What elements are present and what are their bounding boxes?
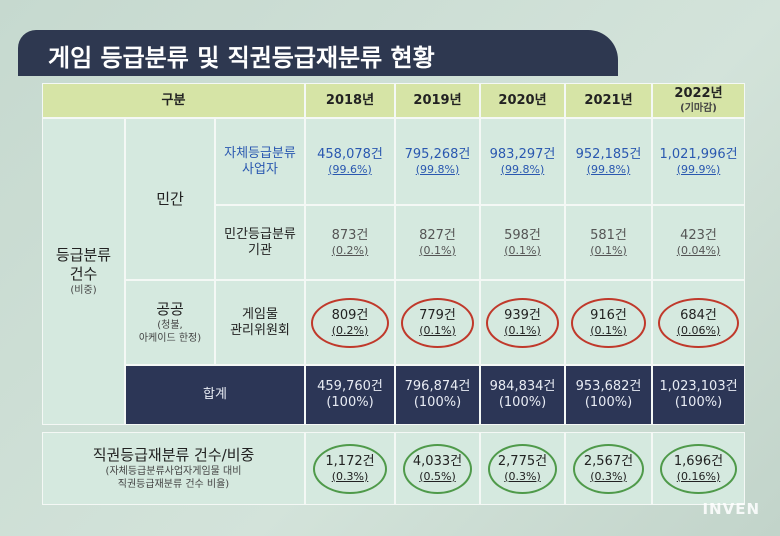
group-cell: 등급분류 건수 (비중) bbox=[42, 118, 125, 425]
value-cell: 1,021,996건 (99.9%) bbox=[652, 118, 745, 205]
share: (99.8%) bbox=[500, 162, 545, 176]
header-label: 구분 bbox=[161, 92, 186, 108]
watermark: INVEN bbox=[702, 500, 760, 518]
private-label: 민간 bbox=[156, 189, 184, 208]
highlight-oval bbox=[658, 298, 739, 348]
share: (0.1%) bbox=[504, 243, 541, 257]
private-cell: 민간 bbox=[125, 118, 215, 280]
year-label: 2022년 bbox=[674, 86, 723, 101]
highlight-oval bbox=[403, 444, 472, 494]
value-cell: 423건 (0.04%) bbox=[652, 205, 745, 280]
year-label: 2020년 bbox=[498, 92, 547, 108]
row-label-cell: 민간등급분류 기관 bbox=[215, 205, 305, 280]
highlight-oval bbox=[313, 444, 387, 494]
share: (100%) bbox=[498, 395, 547, 410]
count: 458,078건 bbox=[317, 146, 383, 162]
value-cell: 873건 (0.2%) bbox=[305, 205, 395, 280]
total-cell: 1,023,103건 (100%) bbox=[652, 365, 745, 425]
count: 984,834건 bbox=[489, 379, 556, 394]
highlight-oval bbox=[660, 444, 737, 494]
share: (99.8%) bbox=[415, 162, 460, 176]
share: (99.8%) bbox=[586, 162, 631, 176]
count: 1,021,996건 bbox=[659, 146, 738, 162]
share: (100%) bbox=[326, 395, 374, 410]
year-label: 2019년 bbox=[413, 92, 462, 108]
total-cell: 796,874건 (100%) bbox=[395, 365, 480, 425]
count: 1,023,103건 bbox=[659, 379, 738, 394]
year-header: 2018년 bbox=[305, 83, 395, 118]
count: 952,185건 bbox=[575, 146, 642, 162]
value-cell: 581건 (0.1%) bbox=[565, 205, 652, 280]
highlight-oval bbox=[401, 298, 474, 348]
highlight-oval bbox=[486, 298, 559, 348]
count: 795,268건 bbox=[404, 146, 471, 162]
total-label-cell: 합계 bbox=[125, 365, 305, 425]
row-label: 자체등급분류 사업자 bbox=[224, 145, 296, 177]
count: 796,874건 bbox=[404, 379, 471, 394]
share: (100%) bbox=[674, 395, 723, 410]
count: 598건 bbox=[504, 227, 541, 243]
year-label: 2021년 bbox=[584, 92, 633, 108]
public-cell: 공공 (청불, 아케이드 한정) bbox=[125, 280, 215, 365]
row-label: 게임물 관리위원회 bbox=[230, 306, 290, 338]
highlight-oval bbox=[571, 298, 646, 348]
row-label: 민간등급분류 기관 bbox=[224, 226, 296, 258]
public-note: (청불, 아케이드 한정) bbox=[138, 320, 202, 344]
header-cell: 구분 bbox=[42, 83, 305, 118]
value-cell: 827건 (0.1%) bbox=[395, 205, 480, 280]
total-cell: 953,682건 (100%) bbox=[565, 365, 652, 425]
reclass-note: (자체등급분류사업자게임물 대비 직권등급재분류 건수 비율) bbox=[105, 466, 242, 490]
highlight-oval bbox=[573, 444, 644, 494]
row-label-cell: 게임물 관리위원회 bbox=[215, 280, 305, 365]
count: 983,297건 bbox=[489, 146, 556, 162]
title-bar: 게임 등급분류 및 직권등급재분류 현황 bbox=[18, 30, 618, 76]
share: (0.1%) bbox=[419, 243, 456, 257]
year-header: 2019년 bbox=[395, 83, 480, 118]
count: 827건 bbox=[419, 227, 456, 243]
share: (100%) bbox=[413, 395, 462, 410]
share: (0.2%) bbox=[331, 243, 369, 257]
public-label: 공공 bbox=[156, 300, 184, 318]
year-header: 2020년 bbox=[480, 83, 565, 118]
value-cell: 795,268건 (99.8%) bbox=[395, 118, 480, 205]
title: 게임 등급분류 및 직권등급재분류 현황 bbox=[48, 44, 435, 72]
value-cell: 952,185건 (99.8%) bbox=[565, 118, 652, 205]
row-label-cell: 자체등급분류 사업자 bbox=[215, 118, 305, 205]
total-cell: 984,834건 (100%) bbox=[480, 365, 565, 425]
share: (99.6%) bbox=[328, 162, 372, 176]
value-cell: 983,297건 (99.8%) bbox=[480, 118, 565, 205]
year-note: (기마감) bbox=[680, 103, 717, 114]
count: 423건 bbox=[680, 227, 717, 243]
group-label: 등급분류 건수 bbox=[55, 246, 112, 283]
value-cell: 598건 (0.1%) bbox=[480, 205, 565, 280]
highlight-oval bbox=[311, 298, 389, 348]
share: (99.9%) bbox=[676, 162, 721, 176]
year-label: 2018년 bbox=[325, 92, 375, 108]
count: 459,760건 bbox=[317, 379, 383, 394]
reclass-label-cell: 직권등급재분류 건수/비중 (자체등급분류사업자게임물 대비 직권등급재분류 건수… bbox=[42, 432, 305, 505]
reclass-label: 직권등급재분류 건수/비중 bbox=[92, 446, 255, 464]
share: (0.04%) bbox=[676, 243, 721, 257]
share: (0.1%) bbox=[590, 243, 627, 257]
count: 873건 bbox=[331, 227, 369, 243]
group-note: (비중) bbox=[70, 285, 97, 296]
share: (100%) bbox=[584, 395, 633, 410]
highlight-oval bbox=[488, 444, 557, 494]
total-label: 합계 bbox=[203, 387, 227, 402]
count: 953,682건 bbox=[575, 379, 642, 394]
value-cell: 458,078건 (99.6%) bbox=[305, 118, 395, 205]
total-cell: 459,760건 (100%) bbox=[305, 365, 395, 425]
year-header: 2022년 (기마감) bbox=[652, 83, 745, 118]
count: 581건 bbox=[590, 227, 627, 243]
year-header: 2021년 bbox=[565, 83, 652, 118]
